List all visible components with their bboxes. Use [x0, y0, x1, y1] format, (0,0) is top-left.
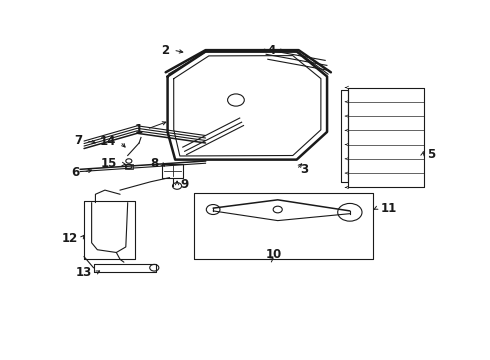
Text: 9: 9 — [181, 178, 189, 191]
Text: 14: 14 — [100, 135, 116, 148]
Text: 6: 6 — [71, 166, 79, 179]
Text: 3: 3 — [300, 163, 309, 176]
Text: 10: 10 — [266, 248, 282, 261]
Bar — [125, 164, 133, 169]
Text: 8: 8 — [150, 157, 158, 170]
Text: 13: 13 — [76, 266, 93, 279]
Text: 5: 5 — [427, 148, 435, 161]
Text: 2: 2 — [161, 44, 170, 57]
Text: 12: 12 — [61, 232, 77, 245]
Text: 7: 7 — [74, 134, 82, 147]
Text: 4: 4 — [268, 44, 276, 57]
Text: 15: 15 — [101, 157, 118, 170]
Text: 1: 1 — [135, 123, 143, 136]
Text: 11: 11 — [380, 202, 396, 215]
